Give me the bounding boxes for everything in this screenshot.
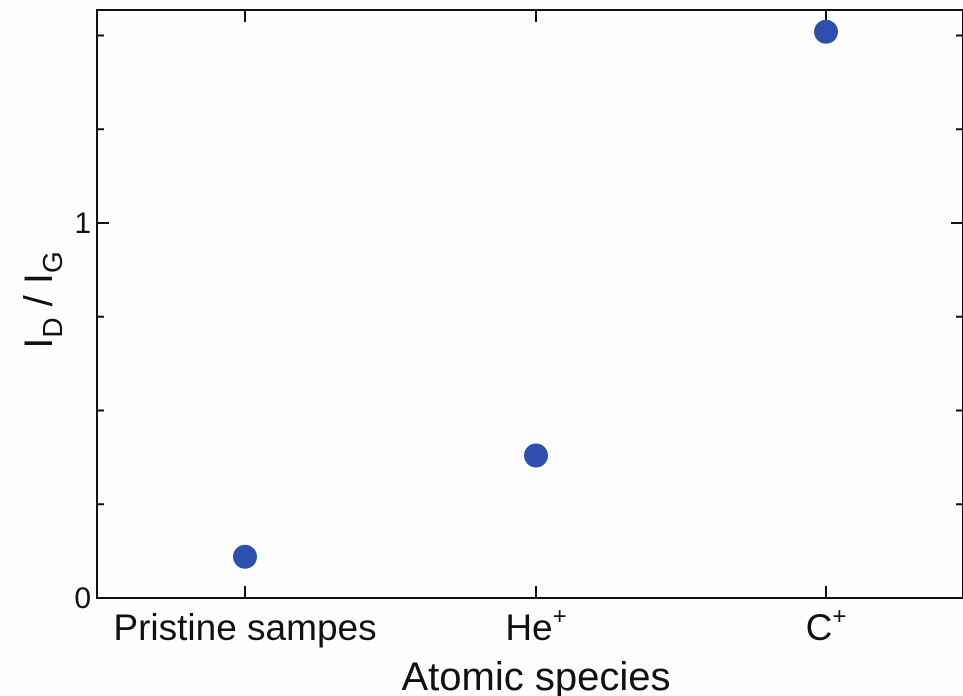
x-tick-label: Pristine sampes	[113, 607, 376, 648]
y-axis-title-sub1: D	[37, 317, 68, 337]
x-tick-label: He+	[505, 603, 566, 648]
y-axis-title-i2: I	[17, 273, 61, 284]
y-axis-title: ID / IG	[17, 251, 68, 349]
y-axis-title-sub2: G	[37, 251, 68, 273]
y-axis: 01	[74, 34, 963, 615]
x-tick-label: C+	[806, 603, 847, 648]
y-tick-label: 1	[74, 207, 91, 240]
data-point	[524, 443, 548, 468]
data-point	[233, 544, 257, 569]
y-axis-title-i1: I	[17, 338, 61, 349]
y-tick-label: 0	[74, 582, 91, 615]
y-axis-title-sep: /	[17, 284, 61, 317]
plot-frame	[96, 9, 963, 599]
x-axis: Pristine sampes He+ C+	[113, 10, 846, 648]
data-point	[814, 19, 838, 44]
data-points	[233, 19, 838, 569]
x-axis-title: Atomic species	[402, 655, 671, 696]
